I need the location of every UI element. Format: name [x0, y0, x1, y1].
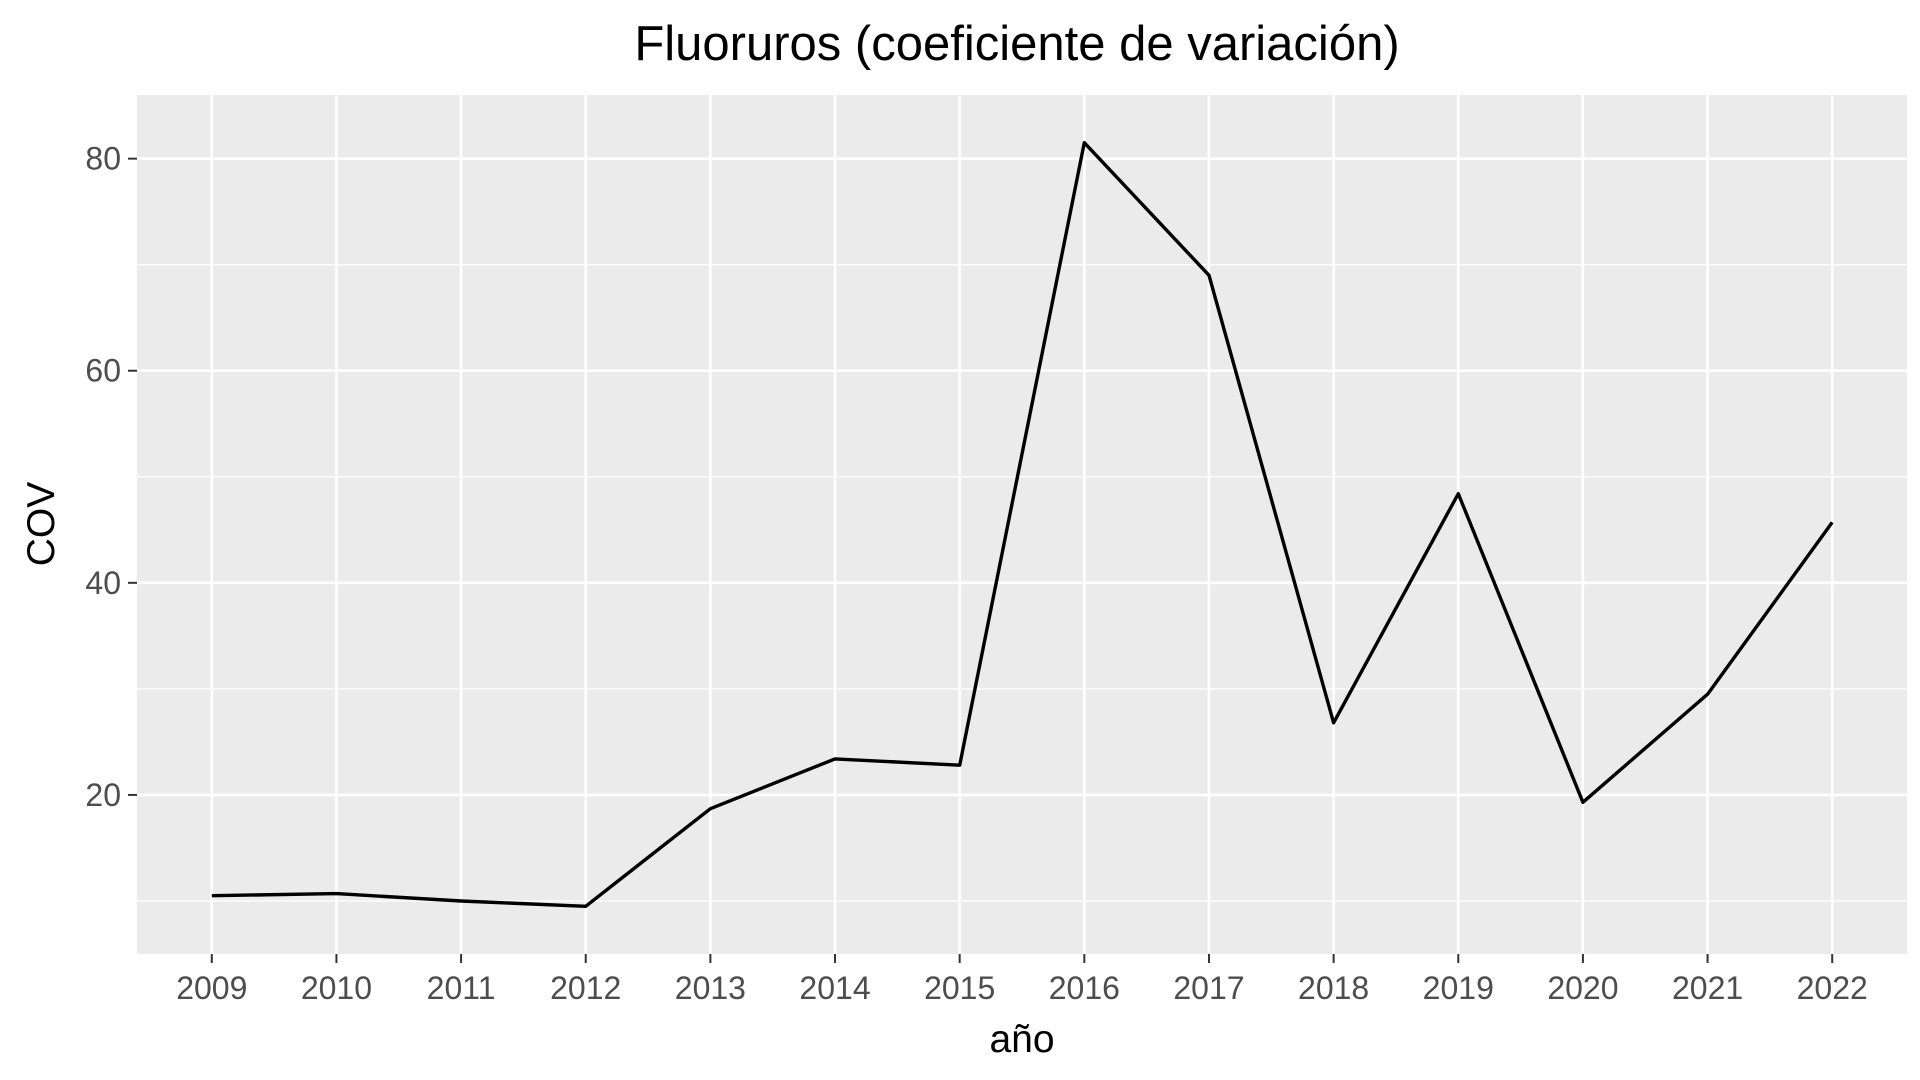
x-tick-label: 2012: [550, 970, 621, 1006]
x-tick-label: 2013: [675, 970, 746, 1006]
plot-panel: [137, 95, 1907, 954]
y-major-gridlines: [137, 157, 1907, 797]
y-tick-label: 60: [85, 353, 121, 389]
x-tick-label: 2011: [427, 970, 496, 1006]
x-tick-label: 2015: [924, 970, 995, 1006]
y-tick-label: 40: [85, 565, 121, 601]
y-axis: 20 40 60 80: [85, 141, 137, 813]
x-tick-label: 2014: [799, 970, 870, 1006]
x-tick-label: 2021: [1672, 970, 1743, 1006]
x-tick-label: 2009: [176, 970, 247, 1006]
x-tick-label: 2019: [1423, 970, 1494, 1006]
y-tick-label: 80: [85, 141, 121, 177]
chart-title: Fluoruros (coeficiente de variación): [634, 17, 1399, 71]
y-axis-title: COV: [20, 482, 63, 567]
x-tick-label: 2018: [1298, 970, 1369, 1006]
x-tick-label: 2016: [1049, 970, 1120, 1006]
x-axis-title: año: [989, 1018, 1054, 1061]
y-minor-gridlines: [137, 264, 1907, 902]
x-tick-label: 2010: [301, 970, 372, 1006]
series-line-cov: [211, 140, 1834, 908]
x-axis: 2009 2010 2011 2012 2013 2014 2015 2016 2017 2018…: [176, 954, 1868, 1006]
x-tick-label: 2020: [1547, 970, 1618, 1006]
y-tick-label: 20: [85, 777, 121, 813]
x-tick-label: 2022: [1797, 970, 1868, 1006]
x-tick-label: 2017: [1173, 970, 1244, 1006]
